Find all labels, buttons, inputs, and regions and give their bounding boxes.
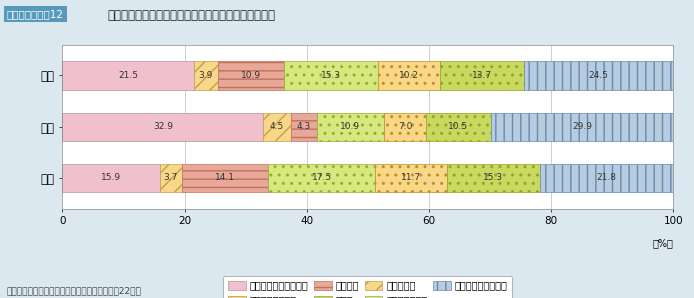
Text: 10.9: 10.9 — [241, 71, 261, 80]
Text: 32.9: 32.9 — [153, 122, 173, 131]
Text: 24.5: 24.5 — [589, 71, 609, 80]
Text: 15.3: 15.3 — [321, 71, 341, 80]
Bar — [491, 113, 673, 141]
Bar — [291, 113, 317, 141]
Text: 7.0: 7.0 — [398, 122, 412, 131]
Bar — [269, 164, 375, 192]
Bar — [194, 61, 218, 89]
Text: 4.5: 4.5 — [270, 122, 285, 131]
Text: 要介護者等の性別にみた介護が必要となった主な原因: 要介護者等の性別にみた介護が必要となった主な原因 — [108, 9, 276, 22]
Text: 資料：厚生労働省「国民生活基礎調査」（平成22年）: 資料：厚生労働省「国民生活基礎調査」（平成22年） — [7, 286, 142, 295]
Text: 10.9: 10.9 — [340, 122, 360, 131]
Text: （%）: （%） — [652, 238, 673, 248]
Bar — [218, 61, 284, 89]
Bar — [284, 61, 378, 89]
Bar — [540, 164, 673, 192]
Bar — [523, 61, 673, 89]
Bar — [440, 61, 523, 89]
Text: 11.7: 11.7 — [401, 173, 421, 182]
Text: 15.9: 15.9 — [101, 173, 121, 182]
Legend: 脳血管疾患（脳卒中）, 心疾患（心臓病）, 関節疾患, 認知症, 骨折・転倒, 高齢による衰弱, その他・不明・不詳: 脳血管疾患（脳卒中）, 心疾患（心臓病）, 関節疾患, 認知症, 骨折・転倒, … — [223, 276, 512, 298]
Text: 10.2: 10.2 — [399, 71, 418, 80]
Text: 15.3: 15.3 — [483, 173, 503, 182]
Bar — [160, 164, 182, 192]
Text: 14.1: 14.1 — [215, 173, 235, 182]
Bar — [264, 113, 291, 141]
Bar — [378, 61, 440, 89]
Text: 21.8: 21.8 — [597, 173, 616, 182]
Bar — [182, 164, 269, 192]
Bar — [62, 113, 264, 141]
Text: 13.7: 13.7 — [472, 71, 492, 80]
Bar — [62, 164, 160, 192]
Text: 21.5: 21.5 — [118, 71, 138, 80]
Text: 10.5: 10.5 — [448, 122, 468, 131]
Text: 3.9: 3.9 — [198, 71, 213, 80]
Text: 図１－２－３－12: 図１－２－３－12 — [7, 9, 64, 19]
Bar — [375, 164, 447, 192]
Text: 29.9: 29.9 — [572, 122, 592, 131]
Bar — [447, 164, 540, 192]
Text: 4.3: 4.3 — [297, 122, 311, 131]
Bar — [384, 113, 426, 141]
Text: 3.7: 3.7 — [164, 173, 178, 182]
Bar — [62, 61, 194, 89]
Text: 17.5: 17.5 — [312, 173, 332, 182]
Bar — [426, 113, 491, 141]
Bar — [317, 113, 384, 141]
